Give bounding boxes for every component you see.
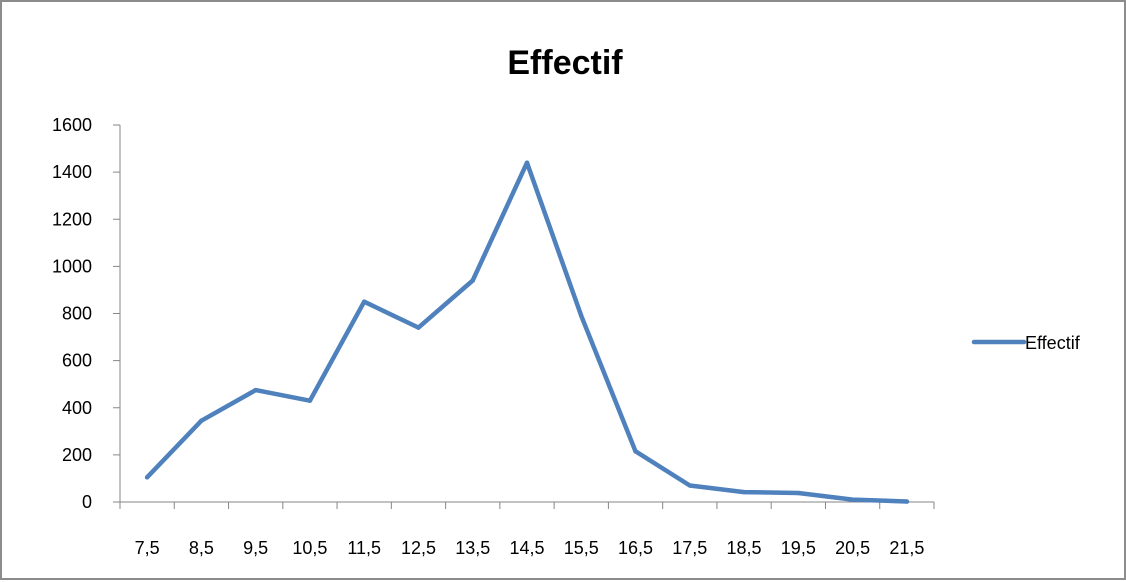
x-tick-label: 14,5 <box>509 538 544 558</box>
data-point <box>633 449 638 454</box>
data-point <box>307 398 313 403</box>
x-tick-label: 12,5 <box>401 538 436 558</box>
x-tick-label: 10,5 <box>292 538 327 558</box>
data-point <box>144 475 150 480</box>
x-tick-label: 8,5 <box>189 538 214 558</box>
data-point <box>362 299 367 304</box>
y-tick-label: 400 <box>62 398 92 418</box>
plot-area <box>144 160 910 504</box>
legend-label: Effectif <box>1025 333 1081 353</box>
x-tick-label: 13,5 <box>455 538 490 558</box>
x-tick-label: 19,5 <box>781 538 816 558</box>
x-tick-label: 15,5 <box>564 538 599 558</box>
x-tick-label: 16,5 <box>618 538 653 558</box>
x-tick-label: 7,5 <box>135 538 160 558</box>
x-tick-label: 17,5 <box>672 538 707 558</box>
data-point <box>741 489 747 495</box>
y-tick-label: 1200 <box>52 209 92 229</box>
x-axis: 7,5 8,5 9,5 10,5 11,5 12,5 13,5 14,5 15,5 16,5 17,… <box>119 501 935 558</box>
x-tick-label: 20,5 <box>835 538 870 558</box>
data-point <box>687 483 692 488</box>
data-point <box>850 497 855 502</box>
legend: Effectif <box>971 333 1081 353</box>
x-tick-label: 21,5 <box>889 538 924 558</box>
x-tick-label: 18,5 <box>727 538 762 558</box>
y-tick-label: 200 <box>62 445 92 465</box>
y-tick-label: 1400 <box>52 162 92 182</box>
y-tick-label: 1600 <box>52 115 92 135</box>
data-point <box>904 499 910 504</box>
x-tick-label: 9,5 <box>243 538 268 558</box>
x-tick-label: 11,5 <box>347 538 381 558</box>
y-tick-label: 0 <box>82 492 92 512</box>
y-axis: 0 200 400 600 800 1000 1200 1400 1600 <box>52 115 121 512</box>
data-point <box>470 278 475 283</box>
y-tick-label: 1000 <box>52 256 92 276</box>
data-point <box>253 387 258 393</box>
data-point <box>199 418 204 423</box>
series-line <box>144 160 910 504</box>
data-point <box>416 325 421 330</box>
y-tick-label: 800 <box>62 304 92 324</box>
chart-title: Effectif <box>507 44 623 82</box>
y-tick-label: 600 <box>62 351 92 371</box>
data-point <box>579 313 584 319</box>
data-point <box>524 160 530 165</box>
data-point <box>796 490 801 496</box>
